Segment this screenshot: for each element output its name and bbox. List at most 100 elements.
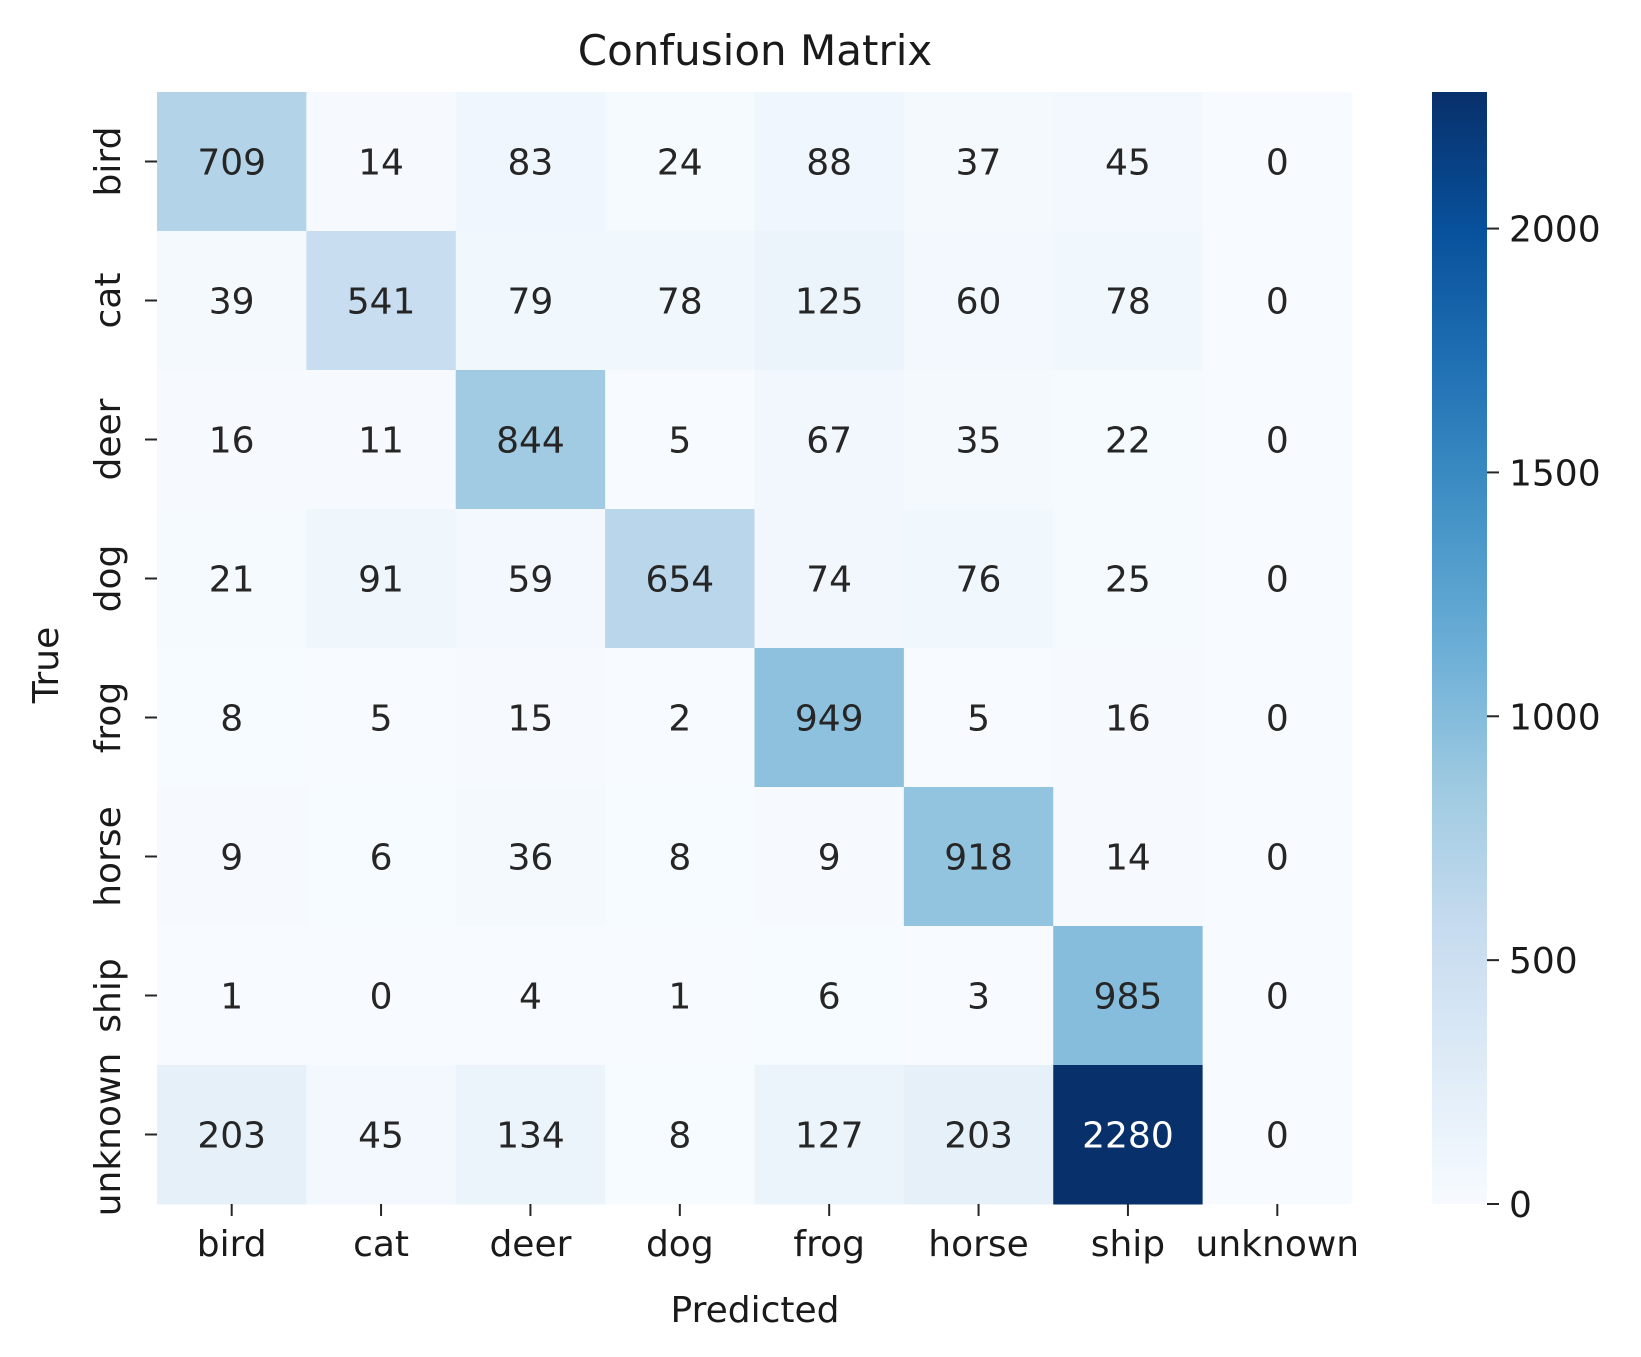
cell-value-label: 541 xyxy=(347,282,416,323)
y-tick-label: cat xyxy=(88,273,129,329)
cell-value-label: 78 xyxy=(657,282,703,323)
cell-value-label: 203 xyxy=(944,1116,1013,1157)
heatmap-cell xyxy=(1053,509,1204,649)
cell-value-label: 21 xyxy=(209,560,255,601)
heatmap-cell xyxy=(903,92,1054,232)
heatmap-cell xyxy=(157,787,307,927)
heatmap-cell xyxy=(157,926,307,1066)
cell-value-label: 127 xyxy=(795,1116,864,1157)
y-tick-label: bird xyxy=(88,127,129,197)
chart-title: Confusion Matrix xyxy=(578,26,933,75)
heatmap-cell xyxy=(306,231,457,371)
y-tick-label: frog xyxy=(88,682,129,754)
heatmap-cell xyxy=(157,370,307,510)
heatmap-cell xyxy=(903,1065,1054,1205)
cell-value-label: 83 xyxy=(508,143,554,184)
heatmap-cell xyxy=(157,231,307,371)
heatmap-cell xyxy=(605,231,755,371)
heatmap-cell xyxy=(455,1065,606,1205)
cell-value-label: 654 xyxy=(645,560,714,601)
cell-value-label: 2280 xyxy=(1082,1116,1174,1157)
heatmap-cell xyxy=(754,1065,905,1205)
x-tick-label: ship xyxy=(1091,1224,1165,1265)
cell-value-label: 15 xyxy=(508,699,554,740)
heatmap-cell xyxy=(1053,648,1204,788)
heatmap-cell xyxy=(1202,926,1353,1066)
cell-value-label: 14 xyxy=(358,143,404,184)
cell-value-label: 5 xyxy=(967,699,990,740)
cell-value-label: 14 xyxy=(1105,838,1151,879)
cell-value-label: 67 xyxy=(806,421,852,462)
cell-value-label: 844 xyxy=(496,421,565,462)
cell-value-label: 39 xyxy=(209,282,255,323)
heatmap-cell xyxy=(157,648,307,788)
x-tick-label: bird xyxy=(197,1224,267,1265)
heatmap-cell xyxy=(754,92,905,232)
heatmap-cells xyxy=(157,92,1353,1205)
heatmap-cell xyxy=(754,509,905,649)
heatmap-cell xyxy=(903,787,1054,927)
cell-value-label: 88 xyxy=(806,143,852,184)
heatmap-cell xyxy=(903,648,1054,788)
colorbar-tick-label: 1500 xyxy=(1509,453,1601,494)
heatmap-cell xyxy=(605,370,755,510)
cell-value-label: 45 xyxy=(1105,143,1151,184)
x-tick-label: horse xyxy=(928,1224,1029,1265)
cell-value-label: 0 xyxy=(1266,838,1289,879)
cell-value-label: 60 xyxy=(956,282,1002,323)
x-tick-label: frog xyxy=(793,1224,865,1265)
heatmap-cell xyxy=(1202,787,1353,927)
y-tick-label: ship xyxy=(88,958,129,1032)
heatmap-cell xyxy=(455,231,606,371)
colorbar-tick-label: 0 xyxy=(1509,1185,1532,1226)
heatmap-cell xyxy=(1053,787,1204,927)
x-axis-label: Predicted xyxy=(671,1290,840,1331)
cell-value-label: 79 xyxy=(508,282,554,323)
cell-value-label: 25 xyxy=(1105,560,1151,601)
cell-value-label: 9 xyxy=(220,838,243,879)
cell-value-label: 74 xyxy=(806,560,852,601)
cell-value-label: 3 xyxy=(967,977,990,1018)
cell-value-label: 11 xyxy=(358,421,404,462)
heatmap-cell xyxy=(605,509,755,649)
cell-value-label: 59 xyxy=(508,560,554,601)
cell-value-label: 0 xyxy=(1266,560,1289,601)
x-tick-label: unknown xyxy=(1196,1224,1360,1265)
cell-value-label: 76 xyxy=(956,560,1002,601)
cell-value-label: 0 xyxy=(1266,282,1289,323)
cell-value-label: 0 xyxy=(1266,699,1289,740)
cell-value-label: 0 xyxy=(1266,977,1289,1018)
heatmap-cell xyxy=(1053,1065,1204,1205)
cell-value-label: 9 xyxy=(818,838,841,879)
heatmap-cell xyxy=(306,92,457,232)
heatmap-cell xyxy=(605,92,755,232)
cell-value-label: 5 xyxy=(370,699,393,740)
colorbar-tick-label: 2000 xyxy=(1509,210,1601,251)
y-tick-label: deer xyxy=(88,398,129,480)
heatmap-cell xyxy=(1053,926,1204,1066)
heatmap-cell xyxy=(1202,231,1353,371)
heatmap-cell xyxy=(455,926,606,1066)
cell-value-label: 985 xyxy=(1094,977,1163,1018)
heatmap-cell xyxy=(306,787,457,927)
heatmap-cell xyxy=(306,370,457,510)
y-tick-label: unknown xyxy=(88,1053,129,1217)
heatmap-cell xyxy=(605,1065,755,1205)
y-tick-label: horse xyxy=(88,806,129,907)
colorbar-tick-label: 500 xyxy=(1509,941,1578,982)
cell-value-label: 1 xyxy=(668,977,691,1018)
heatmap-cell xyxy=(1053,370,1204,510)
cell-value-label: 16 xyxy=(1105,699,1151,740)
cell-value-label: 709 xyxy=(197,143,266,184)
heatmap-cell xyxy=(903,370,1054,510)
heatmap-cell xyxy=(157,1065,307,1205)
heatmap-cell xyxy=(1053,92,1204,232)
colorbar-tick-label: 1000 xyxy=(1509,697,1601,738)
cell-value-label: 78 xyxy=(1105,282,1151,323)
cell-value-label: 36 xyxy=(508,838,554,879)
x-tick-label: deer xyxy=(489,1224,571,1265)
heatmap-cell xyxy=(1202,370,1353,510)
cell-value-label: 4 xyxy=(519,977,542,1018)
cell-value-label: 0 xyxy=(1266,1116,1289,1157)
